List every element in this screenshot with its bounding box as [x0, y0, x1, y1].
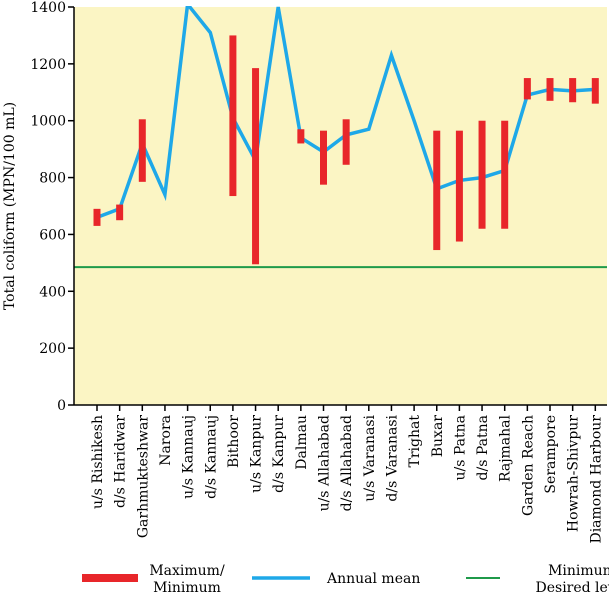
- x-tick-label: Trighat: [407, 415, 423, 468]
- legend-label: Minimum: [153, 580, 221, 596]
- range-bar-10: [297, 129, 305, 144]
- x-tick-label: Bithoor: [226, 415, 242, 468]
- legend-label: Maximum/: [149, 563, 225, 579]
- x-tick-label: d/s Haridwar: [113, 415, 129, 508]
- legend-label: Annual mean: [326, 571, 420, 587]
- range-bar-8: [252, 68, 260, 265]
- legend-item-3: MinimumDesired level: [466, 563, 609, 596]
- y-tick-label: 800: [39, 171, 66, 187]
- x-tick-label: Dalmau: [294, 415, 310, 470]
- x-tick-label: d/s Kannauj: [203, 415, 219, 499]
- legend-label: Minimum: [548, 563, 609, 579]
- x-tick-label: Serampore: [543, 415, 559, 494]
- legend-item-1: Maximum/Minimum: [82, 563, 225, 596]
- plot-area: [74, 7, 607, 405]
- range-bar-11: [320, 130, 327, 185]
- x-tick-label: d/s Allahabad: [339, 415, 355, 511]
- x-tick-label: Diamond Harbour: [588, 415, 604, 544]
- x-tick-label: d/s Varanasi: [384, 414, 400, 501]
- range-bar-3: [138, 119, 146, 182]
- y-axis-title: Total coliform (MPN/100 mL): [2, 102, 18, 310]
- y-tick-label: 600: [39, 227, 66, 243]
- range-bar-19: [501, 120, 509, 229]
- x-tick-label: Rajmahal: [498, 414, 514, 482]
- x-tick-label: Narora: [158, 415, 174, 466]
- x-tick-label: u/s Rishikesh: [90, 415, 106, 509]
- y-tick-label: 400: [39, 284, 66, 300]
- x-tick-label: u/s Allahabad: [317, 415, 333, 511]
- x-tick-label: u/s Kannauj: [181, 415, 197, 499]
- range-bar-2: [116, 204, 124, 221]
- range-bar-12: [342, 119, 350, 165]
- x-tick-label: Garden Reach: [520, 415, 536, 516]
- y-tick-label: 200: [39, 341, 66, 357]
- x-tick-label: d/s Kanpur: [271, 415, 287, 493]
- x-tick-label: u/s Patna: [452, 415, 468, 481]
- x-tick-label: d/s Patna: [475, 415, 491, 480]
- range-bar-20: [523, 78, 531, 100]
- legend-swatch: [82, 574, 138, 582]
- range-bar-16: [433, 130, 441, 251]
- legend-item-2: Annual mean: [252, 571, 420, 587]
- y-tick-label: 1200: [30, 57, 66, 73]
- x-tick-label: Howrah-Shivpur: [566, 415, 582, 532]
- x-tick-label: Garhmukteshwar: [135, 415, 151, 538]
- y-tick-label: 1000: [30, 114, 66, 130]
- range-bar-17: [455, 130, 463, 242]
- x-tick-label: Buxar: [430, 415, 446, 458]
- range-bar-1: [93, 208, 101, 226]
- range-bar-21: [546, 78, 554, 101]
- x-tick-label: u/s Varanasi: [362, 414, 378, 501]
- range-bar-7: [229, 35, 237, 197]
- range-bar-23: [591, 78, 599, 104]
- range-bar-22: [569, 78, 577, 103]
- y-tick-label: 0: [57, 398, 66, 414]
- legend-label: Desired level: [536, 580, 609, 596]
- x-tick-label: u/s Kanpur: [249, 415, 265, 493]
- y-tick-label: 1400: [30, 0, 66, 16]
- range-bar-18: [478, 120, 486, 229]
